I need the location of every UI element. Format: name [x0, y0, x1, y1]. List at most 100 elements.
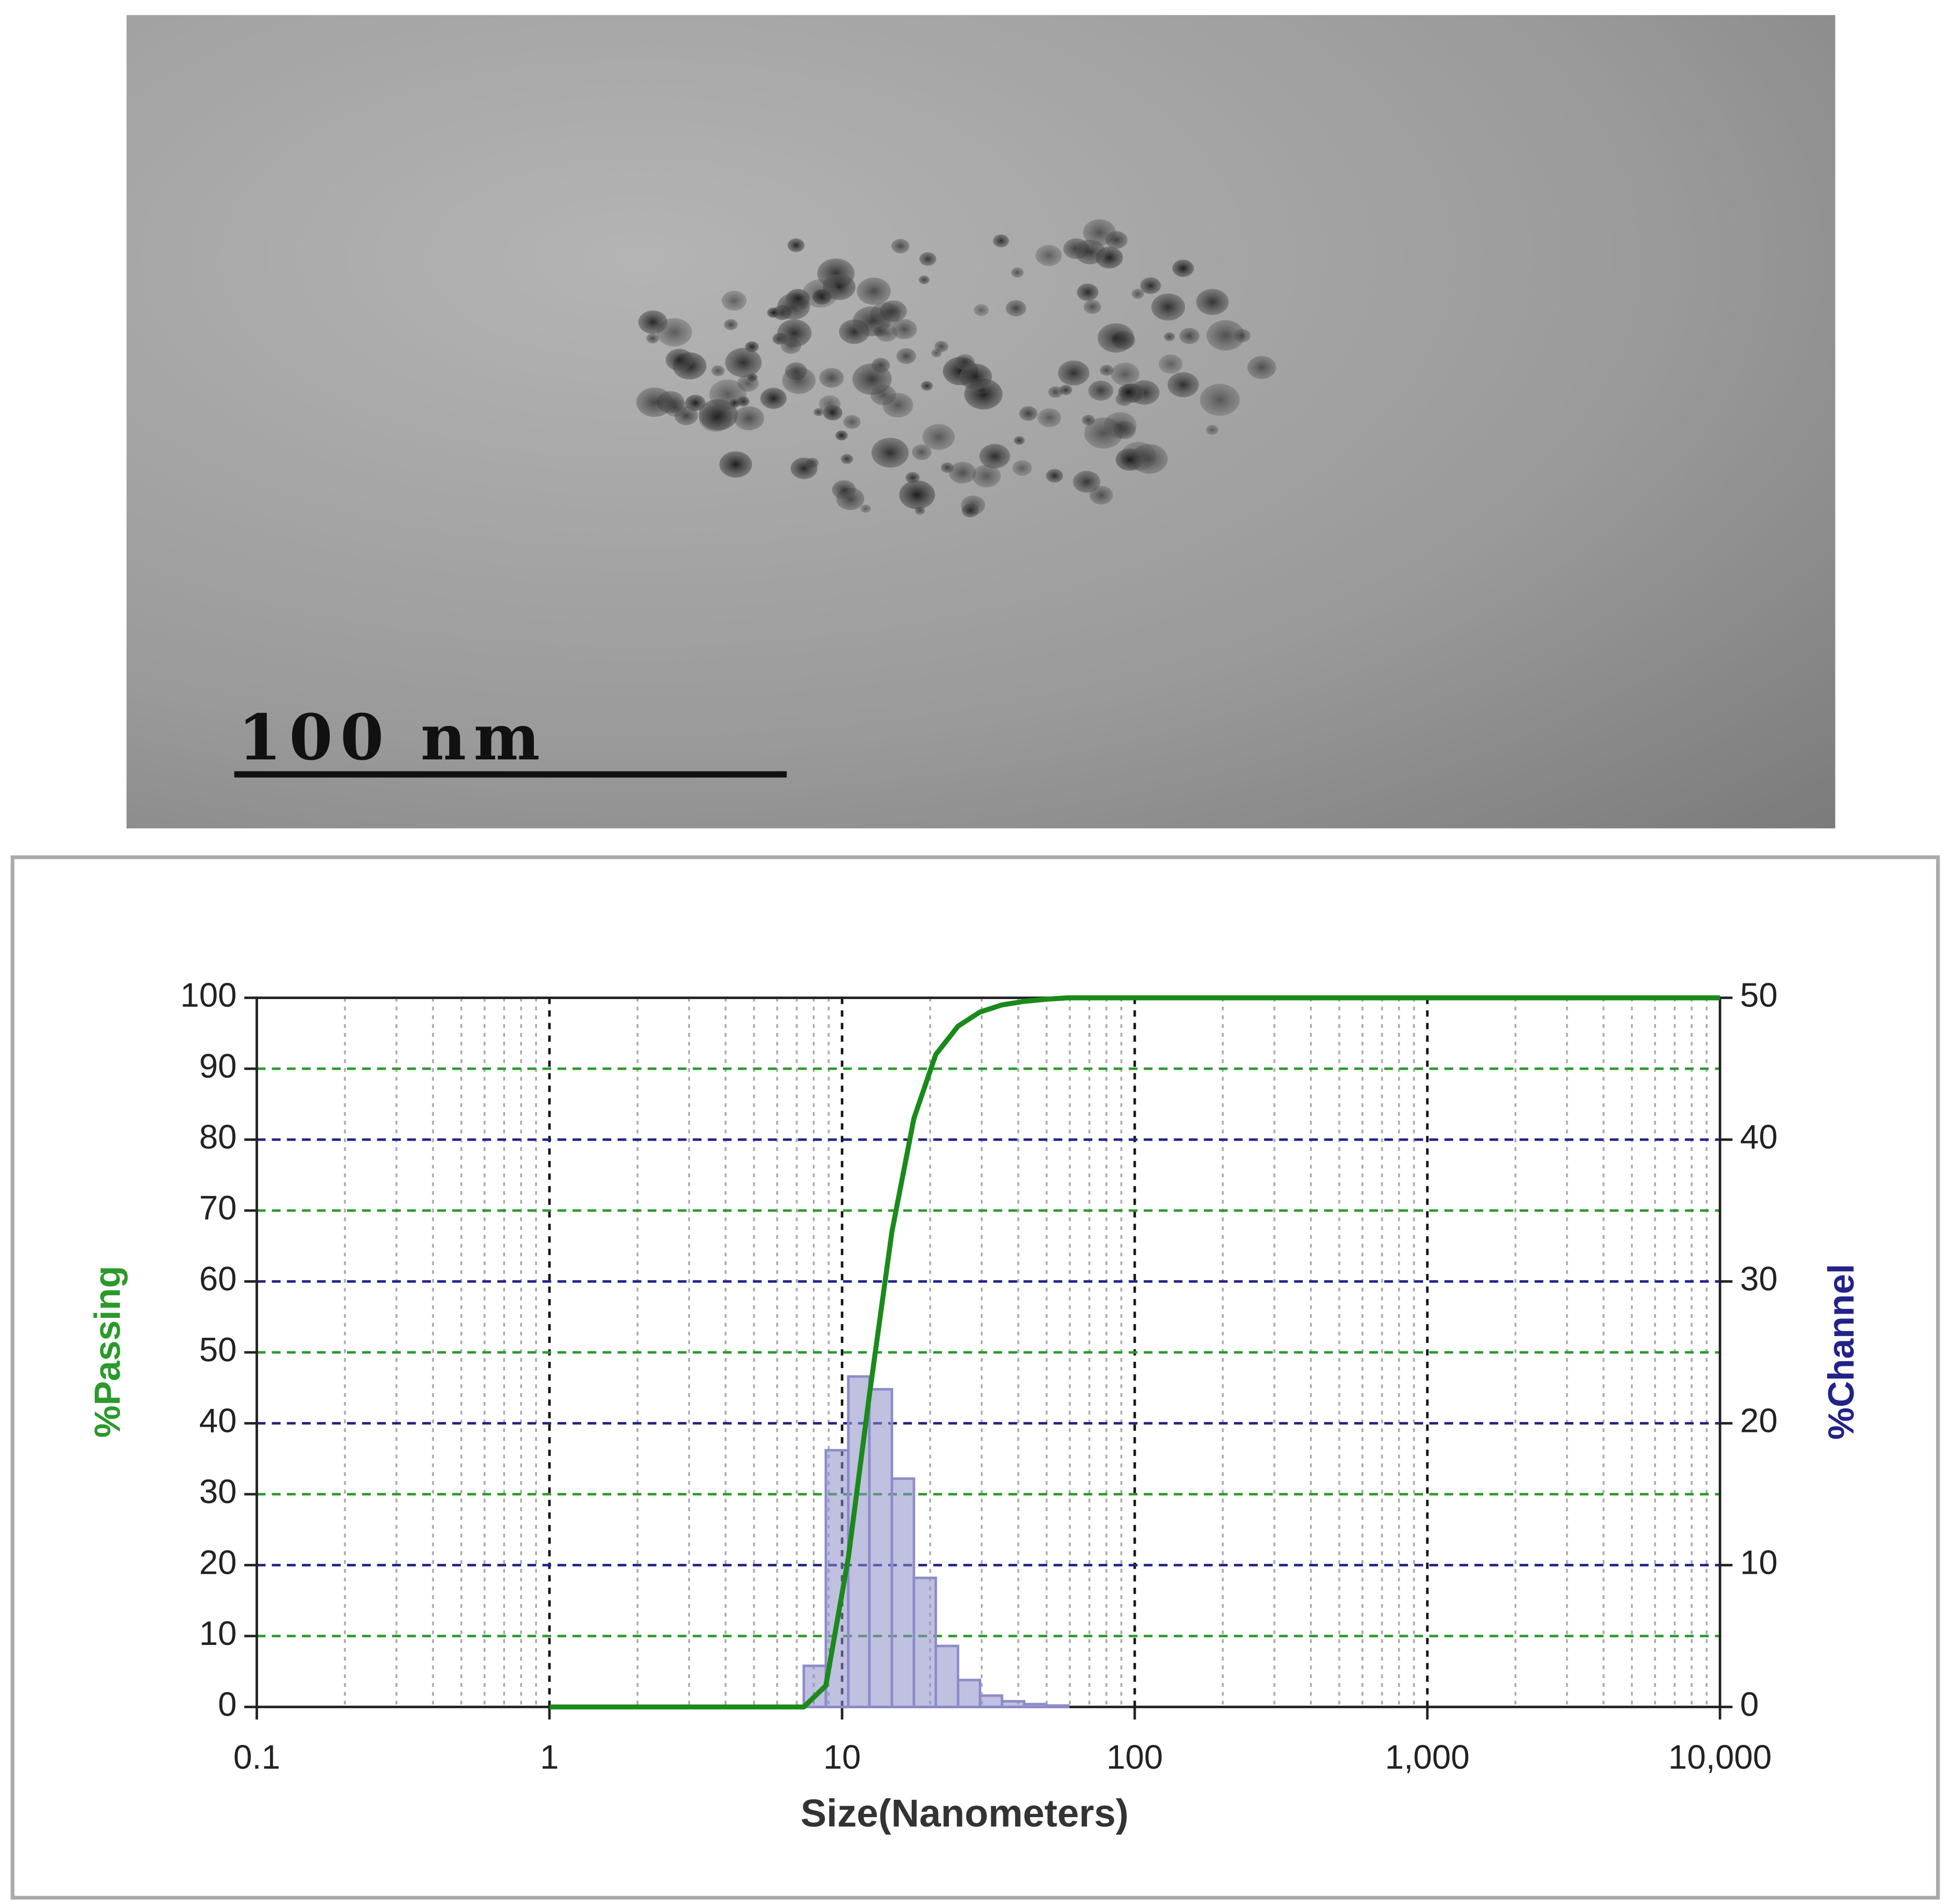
particle: [724, 319, 738, 330]
particle: [802, 279, 838, 308]
particle: [959, 363, 992, 390]
particle: [760, 387, 787, 409]
particle: [1200, 384, 1240, 416]
particle: [974, 304, 989, 316]
particle: [1158, 354, 1183, 374]
histogram-bar: [934, 1644, 959, 1708]
particle: [912, 444, 932, 461]
particle: [636, 387, 673, 417]
particle: [1115, 448, 1144, 471]
x-tick-label: 10,000: [1668, 1738, 1772, 1776]
particle: [914, 506, 925, 515]
particle: [1167, 372, 1199, 398]
particle: [896, 348, 916, 364]
particle: [734, 406, 764, 431]
particle: [725, 348, 762, 377]
particle: [1172, 260, 1194, 277]
particle: [972, 464, 1001, 488]
particle: [1012, 460, 1032, 476]
y-tick-label: 10: [199, 1614, 237, 1652]
y2-tick-label: 30: [1740, 1260, 1778, 1298]
particle: [1005, 300, 1026, 317]
particle: [1098, 323, 1135, 353]
particle: [941, 462, 954, 473]
particle: [1247, 356, 1277, 379]
particle: [1075, 240, 1106, 265]
particle: [711, 365, 725, 376]
particle: [993, 234, 1009, 248]
x-tick-label: 100: [1106, 1738, 1163, 1776]
particle: [1058, 360, 1090, 386]
particle: [961, 503, 979, 518]
y-tick-label: 40: [199, 1402, 237, 1440]
y-tick-label: 90: [199, 1047, 237, 1085]
x-tick-label: 0.1: [233, 1738, 281, 1776]
particle: [1046, 468, 1064, 483]
particle: [922, 424, 955, 450]
y-tick-label: 30: [199, 1472, 237, 1510]
particle: [1011, 267, 1024, 278]
particle: [1206, 320, 1245, 351]
x-tick-label: 1,000: [1385, 1738, 1470, 1776]
histogram-bar: [1001, 1700, 1026, 1708]
particle: [819, 368, 844, 388]
chart-frame: [10, 855, 1940, 1900]
particle: [871, 438, 909, 468]
particle: [919, 275, 930, 285]
particle: [767, 307, 780, 318]
particle: [665, 349, 693, 371]
particle: [1206, 424, 1218, 435]
particle: [721, 290, 747, 311]
x-tick-label: 1: [540, 1738, 559, 1776]
histogram-bar: [957, 1678, 981, 1708]
particle: [646, 333, 659, 344]
particle: [1014, 436, 1025, 445]
particle: [853, 306, 890, 337]
particle: [1151, 293, 1185, 321]
y2-tick-label: 10: [1740, 1543, 1778, 1582]
y-tick-label: 0: [218, 1685, 237, 1723]
particle: [1234, 329, 1251, 343]
particle: [1105, 231, 1128, 249]
particle: [719, 451, 752, 478]
particle: [1048, 386, 1063, 398]
y2-tick-label: 20: [1740, 1402, 1778, 1440]
particle: [685, 395, 706, 411]
plot: 0.1 1 10 100 1,000 10,00001020304050607080901…: [181, 976, 1778, 1776]
particle: [1163, 332, 1175, 341]
y-tick-label: 80: [199, 1118, 237, 1156]
particle: [919, 252, 936, 266]
particle: [1111, 362, 1139, 386]
particle: [1083, 300, 1101, 314]
particle: [777, 319, 812, 347]
particle: [1179, 328, 1200, 344]
particle: [979, 444, 1010, 469]
particle: [1059, 385, 1072, 395]
particle: [737, 374, 759, 392]
particle: [832, 480, 856, 500]
particle: [1196, 289, 1229, 315]
y-tick-label: 100: [181, 976, 237, 1014]
particle: [699, 405, 732, 432]
histogram-bar: [868, 1388, 893, 1708]
particle: [835, 430, 848, 441]
particle: [860, 504, 871, 513]
y2-axis-label: %Channel: [1821, 1264, 1862, 1440]
scale-bar-label: 100 nm: [238, 701, 547, 775]
particle: [1077, 283, 1099, 301]
particle: [813, 408, 824, 417]
particle: [891, 239, 910, 254]
particle: [857, 277, 891, 305]
particle: [787, 238, 805, 252]
particle: [1100, 365, 1114, 376]
particle: [841, 454, 854, 464]
particle: [1103, 412, 1137, 439]
particle: [948, 462, 976, 484]
y2-tick-label: 0: [1740, 1685, 1759, 1723]
y2-tick-label: 50: [1740, 976, 1778, 1014]
particle: [955, 354, 975, 370]
particle: [1019, 406, 1038, 421]
y-axis-label: %Passing: [87, 1266, 128, 1438]
particle: [905, 472, 920, 484]
